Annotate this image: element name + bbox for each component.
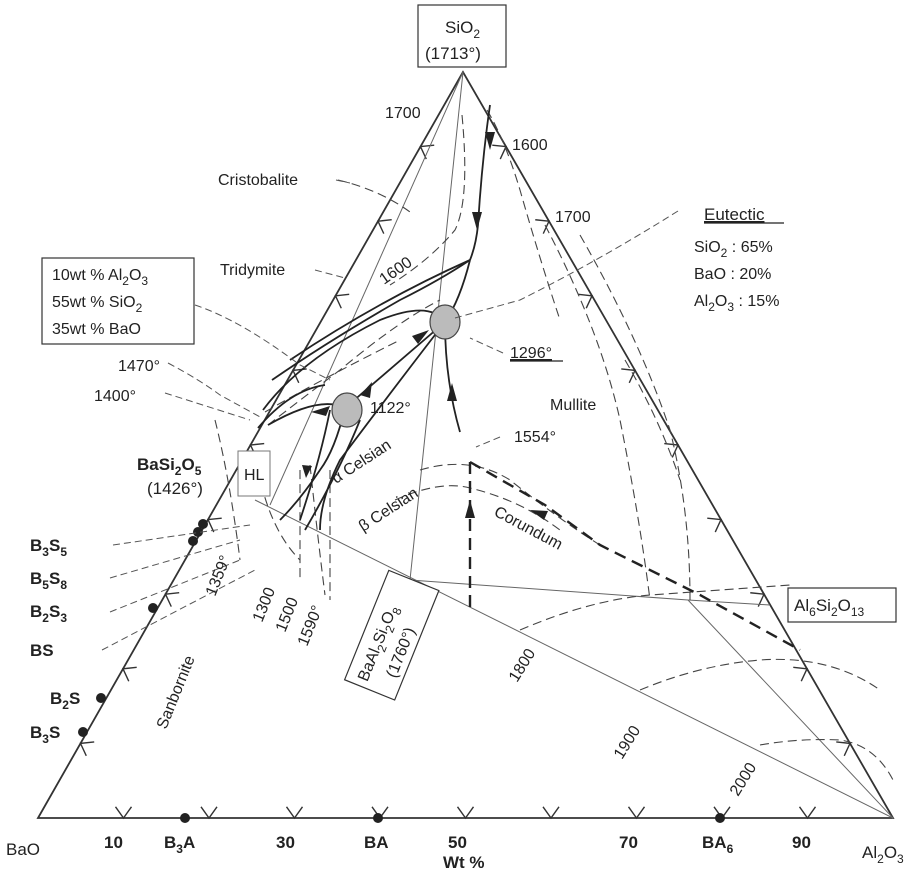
compound-b2s: B2S [50,689,80,712]
right-tick-9 [492,144,508,160]
baal2si2o8-box-group: BaAl2Si2O8 (1760°) [343,569,440,701]
right-tick-4 [707,517,723,533]
al6si2o13-box [787,587,897,623]
temp-1400: 1400° [94,388,136,405]
phase-beta-celsian: β Celsian [356,485,421,536]
compound-b3s: B3S [30,723,60,746]
apex-temp: (1713°) [425,44,481,63]
phase-hl: HL [244,467,265,484]
eutectic-title: Eutectic [704,205,765,224]
tick-70: 70 [619,833,638,852]
compound-b5s8: B5S8 [30,569,67,592]
eutectic-al2o3: Al2O3 : 15% [694,293,779,314]
arrow-up-2 [465,500,475,518]
bottom-tick-1 [114,806,133,820]
flow-arrows [302,132,548,520]
leader-lines [101,179,679,651]
right-tick-8 [535,219,551,234]
arrow-left-3 [530,510,548,520]
temp-1554: 1554° [514,429,556,446]
left-tick-9 [419,144,435,160]
compound-b3a: B3A [164,833,195,856]
bottom-tick-9 [798,806,817,820]
compound-ba: BA [364,833,389,852]
corner-al2o3: Al2O3 [862,843,904,866]
axis-ticks [79,144,852,820]
phase-sanbornite: Sanbornite [154,653,199,731]
tick-90: 90 [792,833,811,852]
compound-ba6: BA6 [702,833,734,856]
axis-title: Wt % [443,853,485,872]
left-tick-3 [164,592,180,607]
right-tick-2 [793,666,809,682]
corner-bao: BaO [6,840,40,859]
bottom-tick-5 [456,806,475,820]
temp-1470: 1470° [118,358,160,375]
composition-al2o3: 10wt % Al2O3 [52,267,148,288]
apex-box [417,4,507,68]
temp-1122: 1122° [370,400,411,417]
temp-1500: 1500 [273,595,302,634]
eutectic-point-1296 [429,304,461,340]
eutectic-sio2: SiO2 : 65% [694,239,773,260]
arrow-up-4 [360,382,372,398]
phase-cristobalite: Cristobalite [218,172,298,189]
temp-1590: 1590° [295,603,326,648]
composition-points [78,519,725,823]
right-tick-6 [621,368,637,384]
bold-dashed-boundary [468,460,801,652]
left-tick-1 [79,741,95,757]
composition-box [41,257,195,345]
arrow-down-2 [485,132,495,150]
temp-1296: 1296° [510,345,552,362]
composition-sio2: 55wt % SiO2 [52,294,143,315]
right-tick-1 [836,741,852,757]
phase-tridymite: Tridymite [220,262,285,279]
temp-1359: 1359° [203,553,234,598]
eutectic-bao: BaO : 20% [694,266,771,283]
temp-1700-right: 1700 [555,209,591,226]
arrow-left-2 [412,330,429,344]
arrow-down-1 [472,212,482,230]
right-tick-5 [664,442,680,458]
left-tick-4 [206,517,222,533]
basi2o5-label: BaSi2O5 [137,455,202,478]
left-tick-8 [376,219,392,234]
bottom-tick-3 [285,806,304,820]
baal2si2o8-box [343,569,440,701]
right-tick-3 [750,592,766,607]
compound-b2s3: B2S3 [30,602,67,625]
temp-1800: 1800 [506,646,539,685]
temp-1900: 1900 [611,723,644,762]
arrow-left-1 [311,406,330,416]
bottom-tick-2 [200,806,218,820]
apex-formula: SiO2 [445,18,480,41]
compound-bs: BS [30,641,54,660]
right-tick-7 [578,293,594,309]
tick-50: 50 [448,833,467,852]
hl-box [237,450,271,497]
boundary-curves [257,104,491,531]
composition-bao: 35wt % BaO [52,321,141,338]
temp-1700-top: 1700 [385,105,421,122]
tick-30: 30 [276,833,295,852]
left-tick-7 [334,293,350,309]
bottom-tick-6 [542,806,560,820]
al6si2o13-label: Al6Si2O13 [794,596,865,619]
eutectic-point-1122 [331,392,363,428]
temp-1300: 1300 [250,585,279,624]
phase-mullite: Mullite [550,397,596,414]
temp-1600-right: 1600 [512,137,548,154]
basi2o5-temp: (1426°) [147,479,203,498]
temp-1600-mid: 1600 [377,254,416,288]
tick-10: 10 [104,833,123,852]
arrow-up-3 [302,465,312,478]
arrow-up-1 [447,383,457,401]
compound-b3s5: B3S5 [30,536,67,559]
left-tick-2 [121,666,137,682]
bottom-tick-7 [627,806,646,820]
temp-2000: 2000 [727,760,760,799]
